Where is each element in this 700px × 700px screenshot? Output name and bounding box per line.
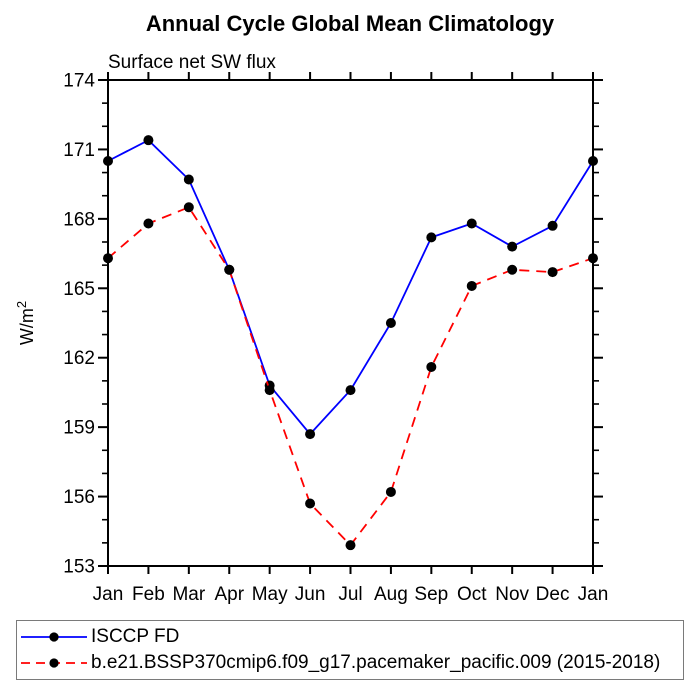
data-point-marker <box>588 253 598 264</box>
y-tick-label: 159 <box>63 418 95 439</box>
data-point-marker <box>588 156 598 166</box>
x-tick-label: May <box>252 584 288 605</box>
y-tick-label: 165 <box>63 279 95 300</box>
y-tick-label: 162 <box>63 348 95 369</box>
data-point-marker <box>143 218 154 229</box>
data-point-marker <box>466 218 477 229</box>
data-point-marker <box>507 241 518 252</box>
y-axis-title: W/m2 <box>14 301 37 345</box>
plot-svg: 153 156 159 162 165 168 171 174 Jan Feb Mar Apr May J… <box>14 71 609 606</box>
x-tick-label: Oct <box>457 584 487 605</box>
x-tick-label: Jan <box>93 584 124 605</box>
plot-frame <box>107 79 594 567</box>
x-tick-label: Jul <box>338 584 362 605</box>
x-tick-label: Jan <box>578 584 609 605</box>
x-tick-label: Sep <box>414 584 448 605</box>
y-tick-label: 153 <box>63 557 95 578</box>
x-tick-label: Jun <box>295 584 326 605</box>
legend-dashed-line-icon <box>21 658 87 668</box>
data-point-marker <box>345 385 356 396</box>
legend: ISCCP FD b.e21.BSSP370cmip6.f09_g17.pace… <box>16 620 684 680</box>
data-point-marker <box>143 135 154 146</box>
legend-item: ISCCP FD <box>17 624 683 650</box>
chart-title: Annual Cycle Global Mean Climatology <box>145 11 555 36</box>
legend-marker-icon <box>49 632 59 642</box>
x-tick-label: Apr <box>214 584 244 605</box>
legend-label: ISCCP FD <box>91 626 180 647</box>
y-tick-label: 171 <box>63 140 95 161</box>
legend-label: b.e21.BSSP370cmip6.f09_g17.pacemaker_pac… <box>91 652 661 673</box>
chart-subtitle: Surface net SW flux <box>108 52 276 73</box>
data-point-marker <box>224 264 235 275</box>
x-tick-label: Aug <box>374 584 408 605</box>
x-tick-label: Feb <box>132 584 165 605</box>
data-point-marker <box>305 429 316 440</box>
series-line-1 <box>107 206 594 547</box>
data-point-marker <box>264 385 275 396</box>
y-tick-label: 168 <box>63 209 95 230</box>
data-point-marker <box>466 280 477 291</box>
data-point-marker <box>305 498 316 509</box>
data-point-marker <box>183 202 194 213</box>
legend-marker-icon <box>49 658 59 668</box>
legend-item: b.e21.BSSP370cmip6.f09_g17.pacemaker_pac… <box>17 650 683 676</box>
x-tick-label: Nov <box>495 584 529 605</box>
data-point-marker <box>103 253 113 264</box>
y-tick-label: 156 <box>63 487 95 508</box>
x-tick-label: Mar <box>172 584 205 605</box>
y-tick-label: 174 <box>63 71 95 92</box>
data-point-marker <box>103 156 113 166</box>
data-point-marker <box>183 174 194 185</box>
data-point-marker <box>385 486 396 497</box>
x-tick-label: Dec <box>536 584 570 605</box>
data-point-marker <box>547 220 558 231</box>
legend-line-icon <box>21 632 87 642</box>
data-point-marker <box>426 361 437 372</box>
data-point-marker <box>507 264 518 275</box>
data-point-marker <box>426 232 437 243</box>
data-point-marker <box>547 267 558 278</box>
data-point-marker <box>385 318 396 328</box>
data-point-marker <box>345 540 356 551</box>
